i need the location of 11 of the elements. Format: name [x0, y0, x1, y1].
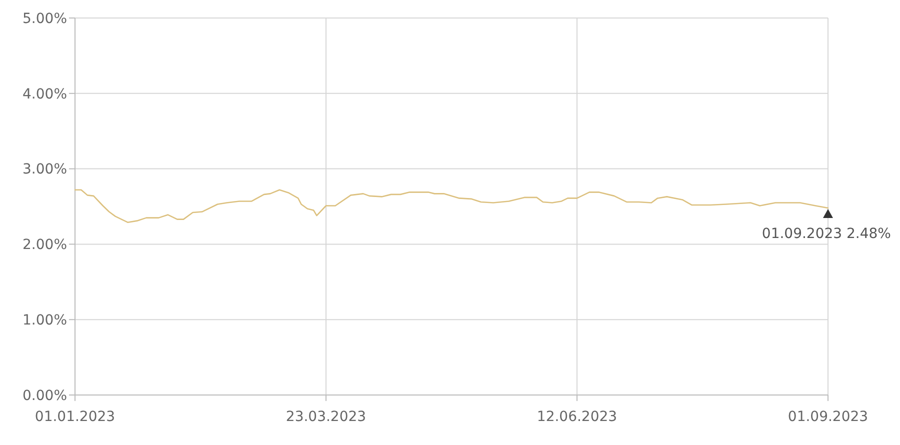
- x-tick-label: 12.06.2023: [536, 409, 618, 425]
- y-tick-label: 5.00%: [22, 10, 67, 27]
- y-tick-label: 2.00%: [22, 237, 67, 254]
- x-tick-label: 01.09.2023: [788, 409, 868, 425]
- x-tick-label: 01.01.2023: [34, 409, 116, 425]
- x-tick-label: 23.03.2023: [286, 409, 366, 425]
- y-tick-label: 4.00%: [22, 86, 67, 102]
- y-tick-label: 3.00%: [22, 162, 67, 178]
- y-tick-label: 1.00%: [22, 312, 67, 328]
- annotation: 01.09.2023 2.48%: [762, 226, 891, 242]
- y-tick-label: 0.00%: [22, 388, 67, 404]
